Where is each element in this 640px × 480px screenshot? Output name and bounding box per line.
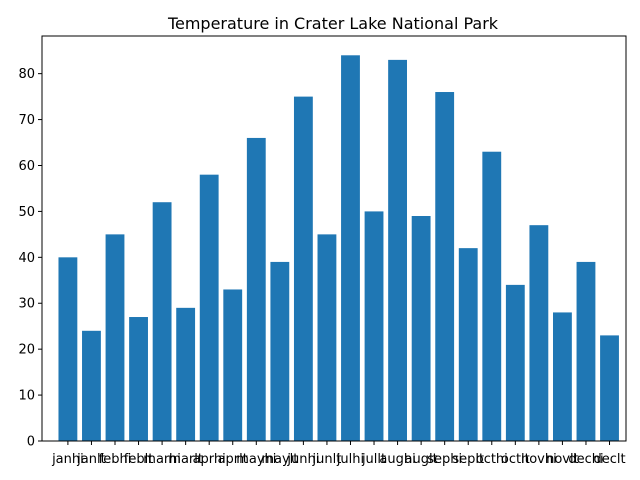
chart-title: Temperature in Crater Lake National Park <box>167 14 499 33</box>
bar-aprlt <box>223 289 243 441</box>
x-tick-label-octhi: octhi <box>476 452 508 467</box>
bar-marlt <box>176 307 196 441</box>
x-tick-label-julhi: julhi <box>336 452 364 467</box>
y-axis: 0 10 20 30 40 50 60 70 80 <box>18 67 42 450</box>
bar-janhi <box>58 257 78 441</box>
bar-marhi <box>152 202 172 441</box>
bar-jullt <box>364 211 384 441</box>
bars-group <box>58 55 619 442</box>
bar-junlt <box>317 234 337 441</box>
bar-sephi <box>435 92 455 442</box>
x-tick-label-marlt: marlt <box>168 452 203 467</box>
x-tick-label-aprhi: aprhi <box>193 452 226 467</box>
bar-julhi <box>341 55 360 441</box>
bar-novlt <box>553 312 572 441</box>
y-tick-label: 40 <box>18 251 35 266</box>
bar-febhi <box>105 234 125 441</box>
bar-dechi <box>576 261 596 441</box>
bar-junhi <box>293 96 313 442</box>
y-tick-label: 60 <box>18 159 35 174</box>
y-tick-label: 70 <box>18 113 35 128</box>
bar-mayhi <box>246 137 266 441</box>
x-tick-label-maylt: maylt <box>261 452 298 467</box>
bar-novhi <box>529 225 549 441</box>
x-tick-label-febhi: febhi <box>99 452 132 467</box>
x-axis: janhijanltfebhifebltmarhimarltaprhiaprlt… <box>51 441 626 467</box>
x-tick-label-dechi: dechi <box>568 452 603 467</box>
x-tick-label-seplt: seplt <box>452 452 484 467</box>
bar-feblt <box>129 317 148 441</box>
bar-seplt <box>458 248 478 441</box>
x-tick-label-auglt: auglt <box>405 452 438 467</box>
y-tick-label: 50 <box>18 205 35 220</box>
bar-octlt <box>505 284 525 441</box>
x-tick-label-mayhi: mayhi <box>236 452 276 467</box>
x-tick-label-junlt: junlt <box>312 452 342 467</box>
bar-aprhi <box>199 174 219 442</box>
x-tick-label-novhi: novhi <box>521 452 557 467</box>
bar-janlt <box>82 330 101 441</box>
bar-auglt <box>411 216 431 441</box>
x-tick-label-junhi: junhi <box>286 452 319 467</box>
bar-maylt <box>270 261 290 441</box>
x-tick-label-novlt: novlt <box>546 452 579 467</box>
x-tick-label-declt: declt <box>593 452 625 467</box>
y-tick-label: 10 <box>18 389 35 404</box>
x-tick-label-marhi: marhi <box>143 452 181 467</box>
x-tick-label-janhi: janhi <box>51 452 84 467</box>
x-tick-label-aprlt: aprlt <box>218 452 248 467</box>
x-tick-label-sephi: sephi <box>427 452 462 467</box>
x-tick-label-feblt: feblt <box>124 452 154 467</box>
y-tick-label: 0 <box>27 435 35 450</box>
x-tick-label-janlt: janlt <box>76 452 106 467</box>
x-tick-label-jullt: jullt <box>361 452 386 467</box>
bar-aughi <box>388 59 407 441</box>
x-tick-label-octlt: octlt <box>501 452 530 467</box>
bar-declt <box>600 335 619 441</box>
y-tick-label: 30 <box>18 297 35 312</box>
y-tick-label: 20 <box>18 343 35 358</box>
y-tick-label: 80 <box>18 67 35 82</box>
plot-frame <box>41 35 627 442</box>
bar-octhi <box>482 151 502 441</box>
x-tick-label-aughi: aughi <box>379 452 415 467</box>
